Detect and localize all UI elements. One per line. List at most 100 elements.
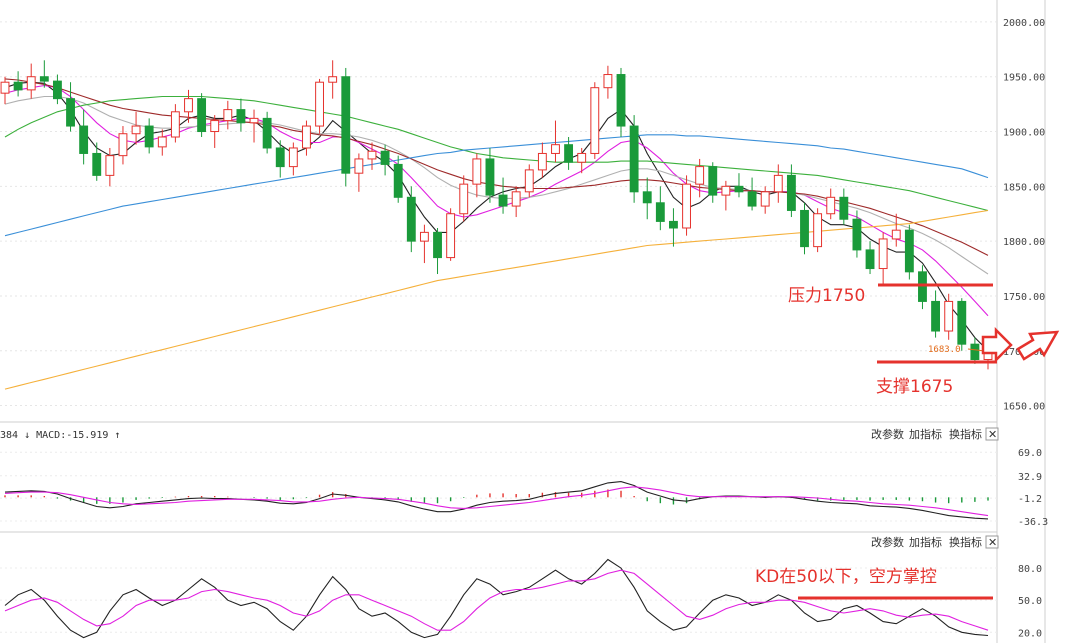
- candle: [695, 158, 705, 198]
- price-tick-label: 1900.00: [1003, 128, 1045, 139]
- kd-tick-label: 80.0: [1018, 564, 1042, 575]
- candle: [433, 227, 442, 275]
- candle: [197, 93, 207, 138]
- kd-controls: 改参数 加指标 换指标 ✕: [871, 535, 999, 549]
- kd-d-line: [4, 569, 989, 631]
- candle: [655, 186, 665, 231]
- candle: [839, 188, 849, 225]
- macd-series: [4, 481, 989, 520]
- candle: [865, 241, 875, 275]
- candle: [747, 177, 757, 211]
- macd-close-box[interactable]: [985, 427, 999, 441]
- candle: [472, 153, 482, 198]
- macd-controls: 改参数 加指标 换指标 ✕: [871, 427, 999, 441]
- price-tick-label: 1650.00: [1003, 402, 1045, 413]
- candle: [551, 120, 560, 163]
- candle: [642, 177, 652, 220]
- resistance-label: 压力1750: [788, 286, 865, 306]
- candle: [485, 147, 495, 203]
- kd-close-box[interactable]: [985, 535, 999, 549]
- kd-close-icon: ✕: [988, 536, 997, 549]
- candle: [537, 142, 547, 178]
- candle: [118, 126, 128, 165]
- candle: [419, 224, 429, 264]
- ma-line-4: [4, 78, 989, 256]
- candle: [354, 153, 364, 192]
- price-tick-label: 1800.00: [1003, 237, 1045, 248]
- kd-switch-indicator-button[interactable]: 换指标: [949, 535, 982, 549]
- ma-line-3: [4, 95, 989, 275]
- candle: [131, 111, 141, 145]
- candle: [813, 208, 823, 253]
- macd-add-indicator-button[interactable]: 加指标: [909, 427, 942, 441]
- ma-line-6: [4, 134, 989, 237]
- candle: [918, 265, 927, 310]
- candle: [157, 129, 167, 156]
- candle: [249, 109, 259, 143]
- candle: [393, 155, 403, 203]
- candle: [970, 337, 980, 364]
- kd-add-indicator-button[interactable]: 加指标: [909, 535, 942, 549]
- last-price-label: 1683.0: [928, 345, 961, 355]
- macd-tick-label: -1.2: [1018, 494, 1042, 505]
- candle: [944, 293, 954, 340]
- ma-line-7: [4, 209, 989, 390]
- macd-tick-label: 69.0: [1018, 448, 1042, 459]
- price-tick-label: 2000.00: [1003, 18, 1045, 29]
- candle: [13, 71, 23, 97]
- candle: [315, 78, 324, 134]
- candle: [26, 63, 36, 99]
- candle: [380, 144, 390, 176]
- kd-series: [4, 558, 989, 639]
- candle: [275, 140, 285, 178]
- macd-switch-indicator-button[interactable]: 换指标: [949, 427, 982, 441]
- candle: [773, 164, 783, 203]
- price-tick-label: 1750.00: [1003, 292, 1045, 303]
- candle: [577, 147, 587, 174]
- candle: [826, 188, 836, 220]
- candle: [800, 202, 809, 255]
- candle: [341, 67, 351, 187]
- candle: [302, 120, 311, 156]
- macd-change-params-button[interactable]: 改参数: [871, 427, 904, 441]
- candle: [616, 67, 626, 138]
- candle: [459, 175, 469, 222]
- candle: [786, 164, 796, 218]
- candle: [79, 109, 89, 165]
- candle: [629, 115, 639, 203]
- candle: [852, 210, 862, 258]
- kd-note-label: KD在50以下，空方掌控: [755, 567, 937, 587]
- candle: [0, 76, 10, 105]
- kd-tick-label: 50.0: [1018, 596, 1042, 607]
- candle: [144, 118, 154, 154]
- annotations: 压力1750 支撑1675 1683.0 KD在50以下，空方掌控: [755, 283, 1060, 600]
- candle: [524, 164, 534, 198]
- candle: [288, 142, 298, 176]
- price-tick-label: 1950.00: [1003, 73, 1045, 84]
- candle: [105, 147, 115, 187]
- candle: [498, 177, 508, 214]
- candle: [328, 60, 338, 99]
- y-tick-labels: 2000.00 1950.00 1900.00 1850.00 1800.00 1750.…: [1003, 18, 1048, 639]
- candle: [878, 232, 888, 285]
- candle: [708, 162, 718, 203]
- candle: [590, 82, 600, 159]
- forecast-arrow-icon: [981, 326, 1013, 364]
- rebound-arrow-icon: [1016, 330, 1060, 361]
- ma-line-1: [4, 81, 989, 352]
- ma-line-5: [4, 95, 989, 212]
- candle: [682, 175, 691, 236]
- candle: [223, 100, 233, 130]
- candle: [564, 137, 574, 170]
- candle: [52, 74, 62, 105]
- candle: [66, 82, 75, 132]
- macd-dif-line: [4, 481, 989, 520]
- candle: [39, 60, 49, 88]
- candle: [904, 224, 914, 280]
- candle: [184, 89, 193, 123]
- support-label: 支撑1675: [876, 377, 953, 397]
- macd-close-icon: ✕: [988, 428, 997, 441]
- candle: [760, 186, 770, 214]
- kd-change-params-button[interactable]: 改参数: [871, 535, 904, 549]
